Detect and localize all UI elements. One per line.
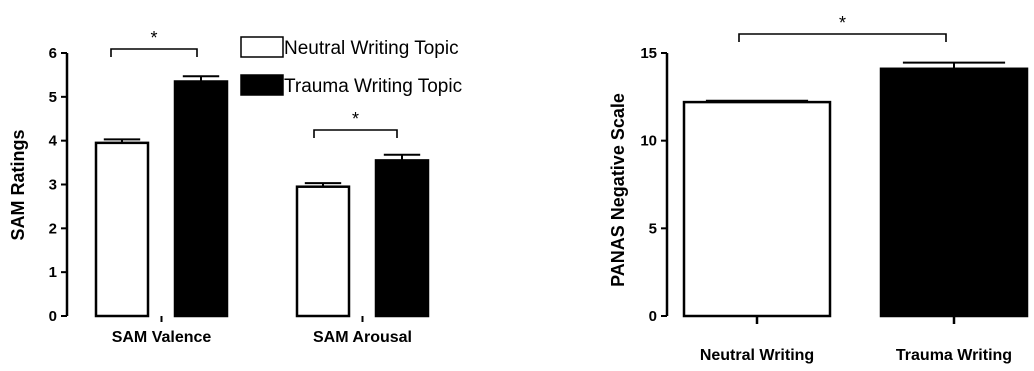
y-axis-label-right: PANAS Negative Scale — [608, 93, 628, 287]
legend-label-trauma: Trauma Writing Topic — [284, 76, 462, 97]
legend: Neutral Writing Topic Trauma Writing Top… — [240, 36, 462, 97]
legend-swatch-neutral — [240, 36, 284, 58]
y-tick-label-right: 0 — [649, 308, 657, 325]
valence-neutral-bar — [94, 141, 150, 318]
arousal-neutral-bar — [295, 185, 351, 318]
valence-significance-asterisk: * — [150, 28, 157, 48]
arousal-significance-asterisk: * — [352, 109, 359, 129]
arousal-trauma-bar — [374, 159, 430, 318]
y-tick-label-left: 6 — [49, 45, 57, 62]
legend-swatch-trauma — [240, 74, 284, 96]
y-tick-label-right: 5 — [649, 220, 657, 237]
x-category-label-left: SAM Valence — [112, 329, 212, 346]
x-category-label-right: Trauma Writing — [896, 347, 1012, 364]
y-tick-label-left: 3 — [49, 177, 57, 194]
y-tick-label-left: 2 — [49, 220, 57, 237]
x-category-label-left: SAM Arousal — [313, 329, 412, 346]
y-tick-label-left: 5 — [49, 89, 57, 106]
valence-significance-bracket — [110, 48, 198, 57]
y-tick-label-left: 4 — [49, 133, 58, 150]
panas-negative-chart: PANAS Negative Scale 0 5 10 15 Neutral Writ… — [608, 13, 1029, 364]
trauma-writing-bar — [879, 67, 1029, 318]
neutral-writing-bar — [682, 100, 832, 318]
y-tick-label-right: 15 — [640, 45, 657, 62]
y-axis-label-left: SAM Ratings — [8, 129, 28, 240]
y-tick-label-left: 1 — [49, 264, 57, 281]
legend-label-neutral: Neutral Writing Topic — [284, 38, 459, 59]
arousal-significance-bracket — [313, 129, 398, 138]
y-tick-label-left: 0 — [49, 308, 57, 325]
valence-trauma-bar — [173, 80, 229, 318]
sam-ratings-chart: SAM Ratings 0 1 2 3 4 5 6 SAM Valence SAM Arous… — [8, 28, 462, 346]
x-category-label-right: Neutral Writing — [700, 347, 814, 364]
panas-significance-bracket — [738, 33, 947, 42]
y-tick-label-right: 10 — [640, 133, 657, 150]
panas-significance-asterisk: * — [839, 13, 846, 33]
